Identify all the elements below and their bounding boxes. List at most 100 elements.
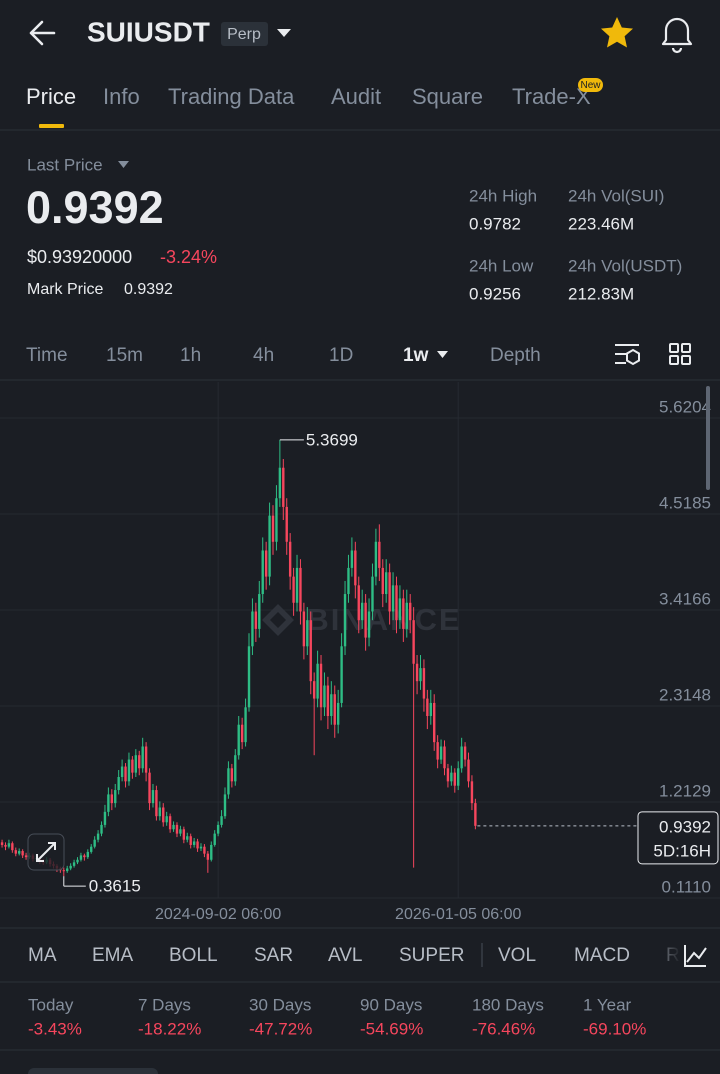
candle-body [62,870,65,872]
period-label: 180 Days [472,995,544,1014]
last-price-label[interactable]: Last Price [27,155,103,174]
candle-body [213,833,216,845]
candle-body [412,620,415,664]
indicator[interactable]: VOL [498,945,536,966]
candle-body [309,620,312,682]
candle-body [426,698,429,717]
interval[interactable]: 1h [180,345,201,366]
candle-body [384,572,388,595]
candle-body [467,759,470,782]
tab[interactable]: Trade-X [512,84,591,109]
new-badge: New [580,80,601,91]
candle-body [124,766,127,782]
indicator[interactable]: MA [28,945,57,966]
last-price-dropdown[interactable] [118,161,129,168]
max-label: 5.3699 [306,430,358,449]
candle-body [21,851,24,856]
back-arrow [29,20,56,46]
candle-body [100,824,103,834]
bottom-button[interactable] [28,1068,158,1074]
candle-body [93,839,96,847]
candle-body [378,541,381,568]
interval[interactable]: 1D [329,345,353,366]
candle-body [439,746,443,760]
perp-badge: Perp [227,26,261,43]
last-price: 0.9392 [26,182,164,233]
candle-body [330,694,333,717]
tab[interactable]: Info [103,84,140,109]
candle-body [203,846,206,854]
indicator[interactable]: EMA [92,945,134,966]
back-button[interactable] [29,20,56,46]
candle-body [117,776,120,791]
candle-body [144,746,148,773]
candle-body [230,768,234,782]
chart-settings-button[interactable] [615,344,640,366]
candle-body [319,663,323,708]
candle-body [474,803,477,826]
candle-body [86,851,90,858]
indicator[interactable]: BOLL [169,945,218,966]
indicator[interactable]: AVL [328,945,363,966]
candle-body [302,611,306,647]
interval-dropdown[interactable] [437,351,448,358]
candle-body [206,853,210,860]
candlestick-chart[interactable]: BINANCE 0.1110 1.2129 2.3148 3.4166 4.5185 5.… [0,382,720,923]
settings-lines [615,344,639,364]
candle-body [69,865,72,869]
candle-body [360,602,364,621]
active-tab-indicator [39,124,64,128]
indicator-settings[interactable] [684,945,707,967]
interval[interactable]: 1w [403,345,429,366]
tab[interactable]: Price [26,84,76,109]
period-change: -3.43% [28,1019,82,1038]
candle-body [415,663,419,682]
candle-body [179,829,182,834]
candle-body [381,567,384,595]
candle-body [340,646,343,703]
interval[interactable]: Time [26,345,68,366]
candle-body [371,576,374,612]
tab[interactable]: Square [412,84,483,109]
candle-body [182,829,186,840]
candle-body [453,772,456,786]
interval[interactable]: 4h [253,345,274,366]
candle-body [446,768,450,782]
candle-body [103,811,107,825]
interval[interactable]: Depth [490,345,541,366]
candle-body [275,498,278,542]
candle-body [172,824,175,830]
candle-body [354,550,357,586]
period-change: -47.72% [249,1019,312,1038]
watermark: BINANCE [306,602,461,637]
alerts-bell[interactable] [661,17,693,54]
candle-body [192,841,196,845]
tab-bar: Price Info Trading Data Audit Square Trade-X [26,84,591,109]
candle-body [220,816,223,825]
candle-body [107,794,110,812]
symbol-dropdown[interactable] [277,29,291,37]
candle-body [216,824,220,834]
indicator[interactable]: MACD [574,945,630,966]
interval[interactable]: 15m [106,345,143,366]
candle-body [227,768,230,795]
candle-body [237,724,240,756]
layout-button[interactable] [669,343,691,365]
candle-body [175,824,179,834]
favorite-star[interactable] [601,17,633,48]
tab[interactable]: Audit [331,84,381,109]
indicator-bar: MAEMABOLLSARAVLSUPERVOLMACDR [28,945,680,966]
candle-body [288,541,292,577]
tab[interactable]: Trading Data [168,84,295,109]
candle-body [258,594,261,629]
settings-hex [626,348,640,366]
indicator[interactable]: SUPER [399,945,464,966]
candle-body [357,585,360,621]
fullscreen-button[interactable] [27,833,65,871]
indicator[interactable]: SAR [254,945,293,966]
candle-body [189,836,192,845]
symbol[interactable]: SUIUSDT [87,16,210,47]
candle-body [460,746,463,769]
candle-body [268,515,271,577]
candle-body [83,855,86,858]
